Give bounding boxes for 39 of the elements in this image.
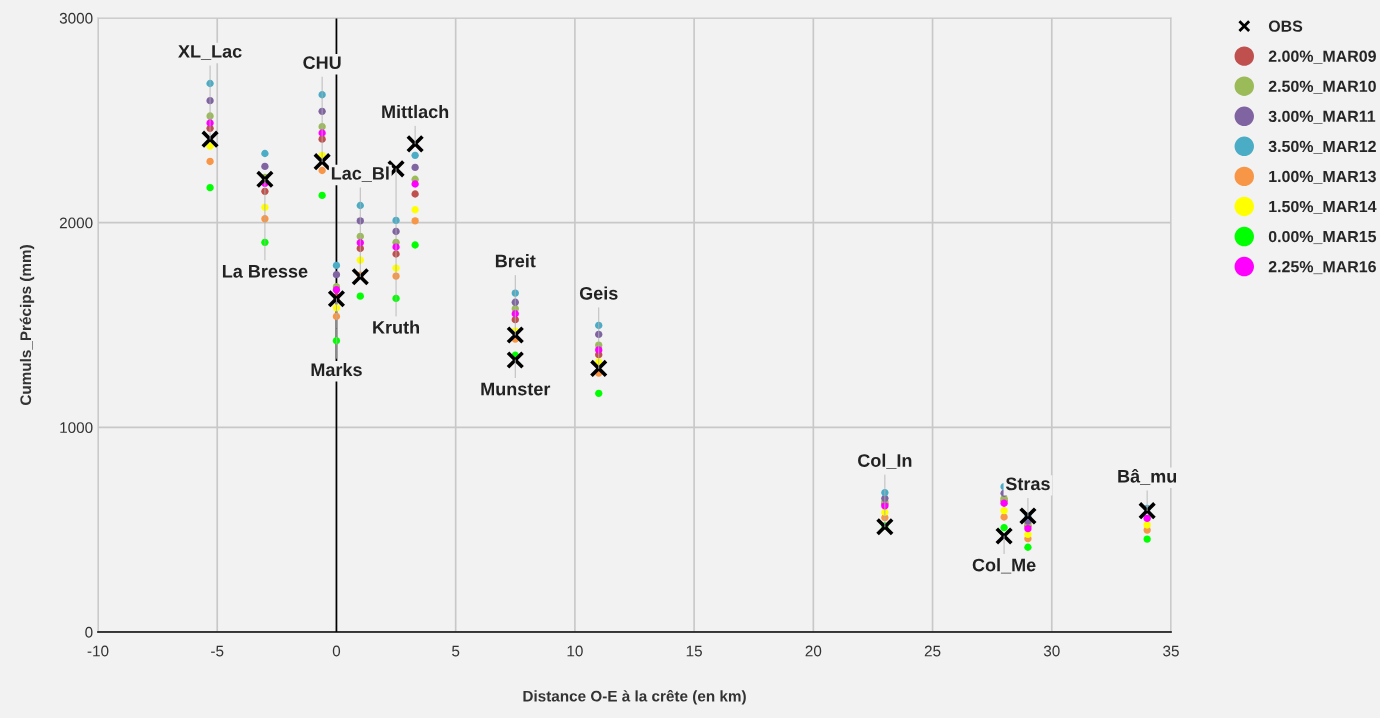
annotation: CHU [303,56,341,70]
x-tick-label: -5 [211,645,224,657]
legend-label: 3.50%_MAR12 [1268,140,1376,154]
annotation: Mittlach [382,104,449,119]
x-tick-label: 0 [332,645,341,657]
legend-label: OBS [1268,20,1303,32]
legend-label: 2.00%_MAR09 [1268,50,1376,64]
x-axis-title: Distance O-E à la crête (en km) [523,689,746,705]
annotation: La Bresse [222,265,308,278]
annotation: Kruth [373,320,420,334]
y-tick-label: 2000 [59,217,93,229]
annotation: Stras [1005,477,1050,491]
x-tick-label: 15 [686,645,702,657]
annotation: Lac_Bl [331,166,389,182]
x-tick-label: 35 [1163,645,1179,657]
annotation: Geis [579,286,618,300]
x-tick-label: 5 [452,645,460,657]
y-tick-label: 3000 [59,12,93,24]
y-tick-label: 0 [85,626,93,638]
annotation: Munster [481,382,551,396]
y-tick-label: 1000 [60,422,93,434]
annotation: Col_Me [972,558,1036,574]
annotation: Breit [495,254,536,268]
legend-label: 0.00%_MAR15 [1268,230,1377,245]
x-tick-label: 30 [1043,645,1060,657]
y-axis-title: Cumuls_Précips (mm) [19,245,35,406]
annotation: Bâ_mu [1118,469,1177,485]
annotation: Col_In [858,453,912,469]
legend-label: 2.50%_MAR10 [1268,80,1376,94]
legend-label: 1.50%_MAR14 [1269,200,1377,214]
annotation: Marks [311,362,362,377]
x-tick-label: 20 [805,645,822,657]
x-tick-label: 10 [567,645,583,657]
x-tick-label: -10 [87,645,109,657]
legend-label: 3.00%_MAR11 [1268,110,1376,124]
legend-label: 1.00%_MAR13 [1269,170,1376,184]
annotation: XL_Lac [178,45,242,60]
legend-label: 2.25%_MAR16 [1268,261,1376,275]
x-tick-label: 25 [924,645,941,657]
